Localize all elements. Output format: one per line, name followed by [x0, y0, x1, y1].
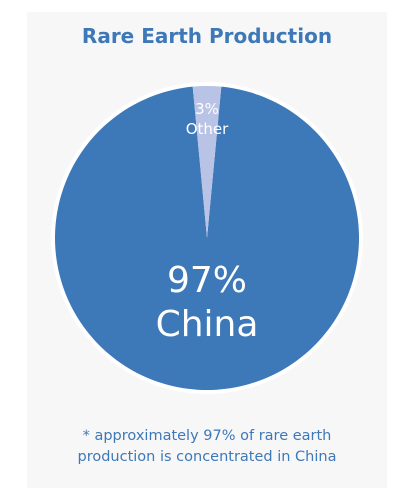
pie-slice-china [55, 86, 359, 390]
slice-label-china-percent: 97% [167, 260, 247, 301]
chart-card: Rare Earth Production 97% China 3% Other * … [27, 12, 387, 488]
footnote: * approximately 97% of rare earth produc… [27, 426, 387, 468]
footnote-line-2: production is concentrated in China [77, 449, 337, 465]
footnote-line-1: * approximately 97% of rare earth [82, 428, 332, 444]
slice-label-other-percent: 3% [195, 100, 219, 118]
slice-label-other-name: Other [186, 120, 229, 138]
pie-slice-other [192, 86, 222, 239]
slice-label-china-name: China [156, 304, 259, 345]
chart-title: Rare Earth Production [81, 24, 333, 48]
pie-chart: 97%China 3% Other [51, 82, 363, 394]
